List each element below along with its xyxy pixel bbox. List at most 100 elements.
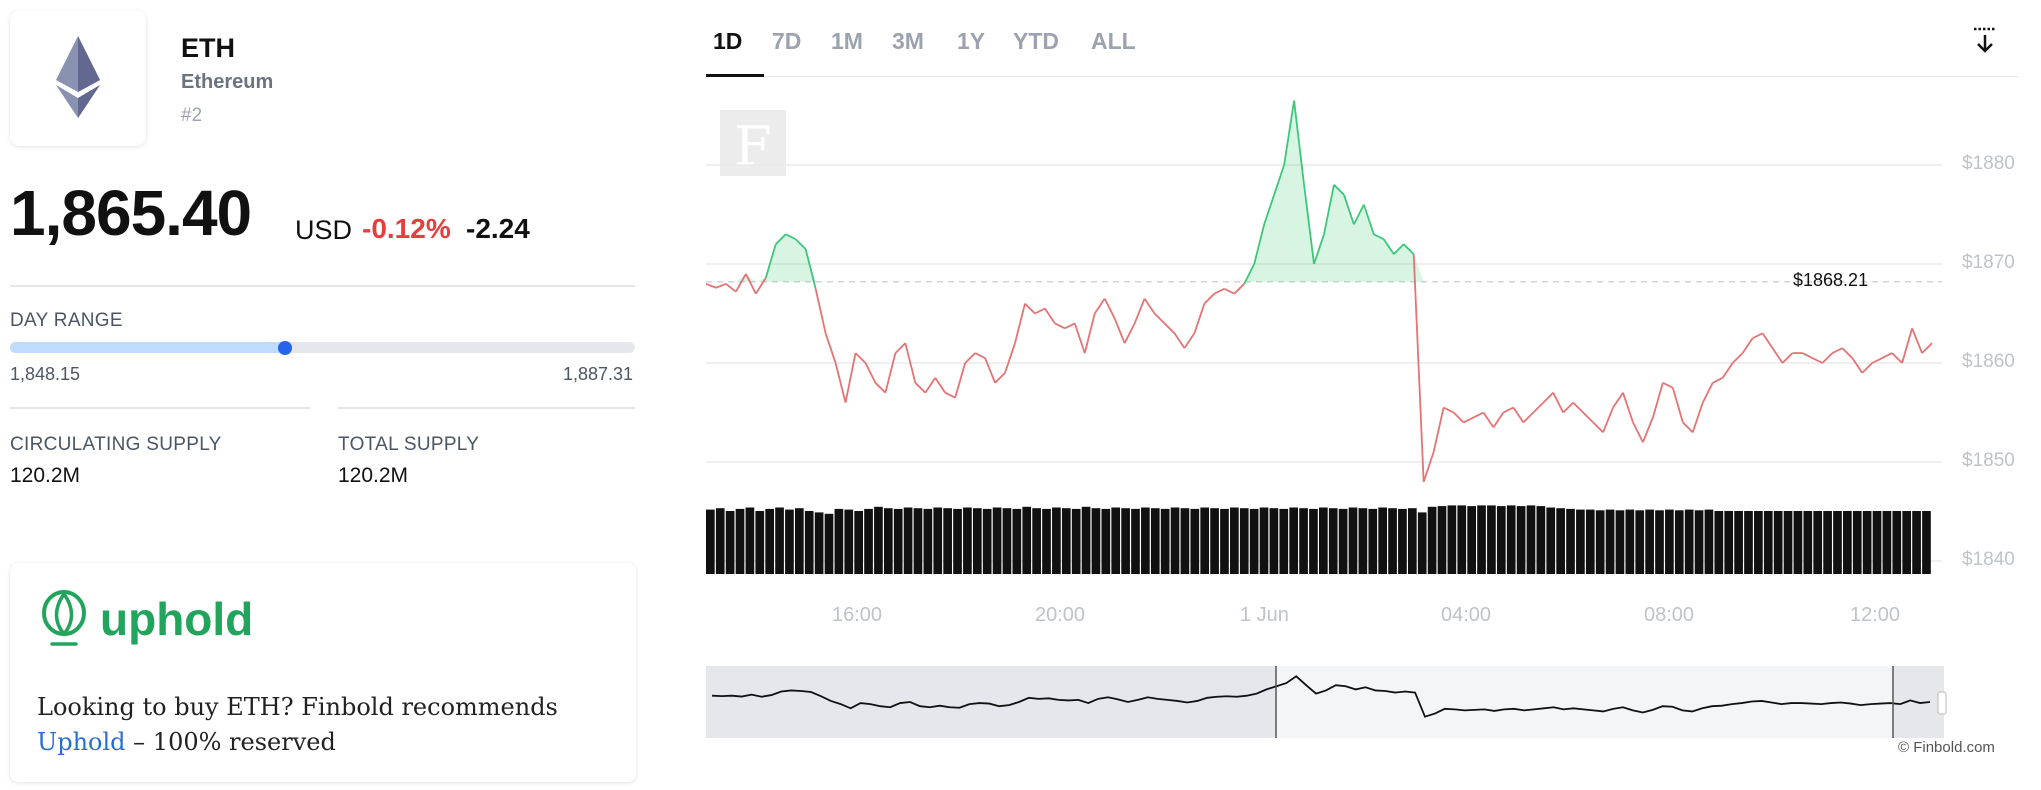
price-segment-down — [814, 288, 827, 334]
volume-bar — [1803, 511, 1813, 574]
volume-bar — [1872, 511, 1882, 574]
price-segment-down — [725, 283, 737, 293]
price-segment-down — [1213, 287, 1225, 295]
volume-bar — [913, 508, 923, 574]
price-segment-down — [1153, 312, 1166, 325]
range-navigator[interactable] — [706, 666, 1947, 738]
price-segment-down — [944, 391, 956, 399]
volume-bar — [1348, 507, 1358, 574]
tab-1m[interactable]: 1M — [831, 28, 863, 54]
price-segment-down — [1073, 323, 1086, 354]
y-tick-label: $1840 — [1962, 549, 2015, 570]
navigator-line — [711, 675, 1931, 718]
svg-text:F: F — [734, 115, 771, 178]
price-segment-up — [1273, 164, 1285, 195]
price-segment-down — [1732, 352, 1744, 364]
price-segment-up — [1293, 100, 1305, 185]
price-segment-down — [984, 357, 996, 384]
price-segment-down — [1233, 283, 1245, 295]
divider — [10, 285, 635, 287]
price-segment-down — [1502, 406, 1514, 414]
price-segment-up — [804, 248, 817, 289]
price-segment-down — [974, 352, 986, 359]
volume-bar — [1813, 511, 1823, 574]
volume-bar — [1180, 508, 1190, 574]
volume-bar — [1319, 507, 1328, 574]
volume-bar — [1496, 506, 1506, 574]
volume-bar — [1239, 508, 1249, 574]
price-segment-down — [1901, 328, 1913, 364]
volume-bar — [1012, 508, 1022, 574]
price-segment-down — [1412, 254, 1425, 482]
volume-bar — [1230, 507, 1239, 574]
tab-1y[interactable]: 1Y — [957, 28, 986, 54]
price-segment-down — [1542, 392, 1554, 404]
price-segment-down — [1701, 382, 1714, 404]
volume-bar — [1150, 508, 1160, 574]
tab-3m[interactable]: 3M — [892, 28, 924, 54]
promo-text-before: Looking to buy ETH? Finbold recommends — [37, 693, 558, 721]
price-area — [706, 100, 1932, 282]
volume-bar — [972, 508, 982, 574]
volume-bar — [1892, 511, 1902, 574]
price-segment-up — [1363, 204, 1375, 235]
chart-grid — [706, 164, 1942, 562]
price-segment-down — [1691, 402, 1704, 433]
volume-bar — [883, 508, 893, 574]
price-segment-down — [1891, 352, 1903, 364]
price-segment-down — [874, 382, 887, 394]
price-segment-down — [1173, 332, 1186, 349]
y-tick-label: $1850 — [1962, 450, 2015, 471]
price-segment-down — [1662, 381, 1674, 389]
price-segment-down — [1532, 401, 1544, 414]
price-segment-down — [1642, 417, 1654, 443]
volume-bar — [1398, 508, 1407, 574]
price-segment-down — [994, 372, 1006, 384]
volume-bar — [706, 509, 715, 574]
tab-all[interactable]: ALL — [1091, 28, 1136, 54]
volume-bar — [903, 507, 913, 574]
volume-bar — [785, 509, 794, 574]
volume-bar — [1101, 508, 1111, 574]
tab-7d[interactable]: 7D — [772, 28, 802, 54]
price-segment-down — [924, 377, 936, 394]
change-percent: -0.12% — [362, 213, 451, 244]
y-tick-label: $1880 — [1962, 153, 2015, 174]
price-segment-down — [1223, 287, 1235, 295]
download-icon[interactable] — [1972, 26, 1998, 56]
volume-bar — [1388, 508, 1397, 574]
volume-bar — [1457, 505, 1467, 574]
tab-1d[interactable]: 1D — [713, 28, 743, 54]
volume-bar — [725, 511, 735, 574]
price-segment-down — [914, 382, 926, 394]
price-segment-down — [715, 282, 727, 289]
price-segment-up — [1323, 184, 1335, 235]
uphold-logo-icon — [42, 590, 86, 646]
price-segment-down — [1671, 387, 1684, 423]
uphold-link[interactable]: Uphold — [37, 728, 126, 756]
volume-bar — [923, 508, 933, 574]
volume-bar — [1269, 508, 1279, 574]
volume-bar — [1467, 506, 1476, 574]
volume-bar — [765, 508, 775, 574]
x-tick-label: 20:00 — [1035, 604, 1086, 626]
volume-bar — [1566, 508, 1575, 574]
volume-bar — [1506, 505, 1516, 574]
price-segment-down — [1752, 332, 1763, 340]
volume-bar — [963, 507, 972, 574]
volume-bar — [824, 513, 834, 574]
tab-ytd[interactable]: YTD — [1013, 28, 1059, 54]
x-tick-label: 1 Jun — [1240, 604, 1289, 626]
price-segment-up — [1333, 184, 1345, 196]
volume-bar — [775, 507, 784, 574]
volume-bar — [1912, 511, 1921, 574]
price-currency: USD — [295, 215, 353, 245]
asset-rank: #2 — [181, 105, 203, 126]
volume-bar — [1081, 506, 1091, 574]
volume-bar — [1220, 508, 1229, 574]
volume-bar — [992, 507, 1002, 574]
price-segment-up — [1343, 194, 1355, 225]
volume-bar — [1052, 507, 1061, 574]
active-tab-indicator — [706, 74, 764, 77]
